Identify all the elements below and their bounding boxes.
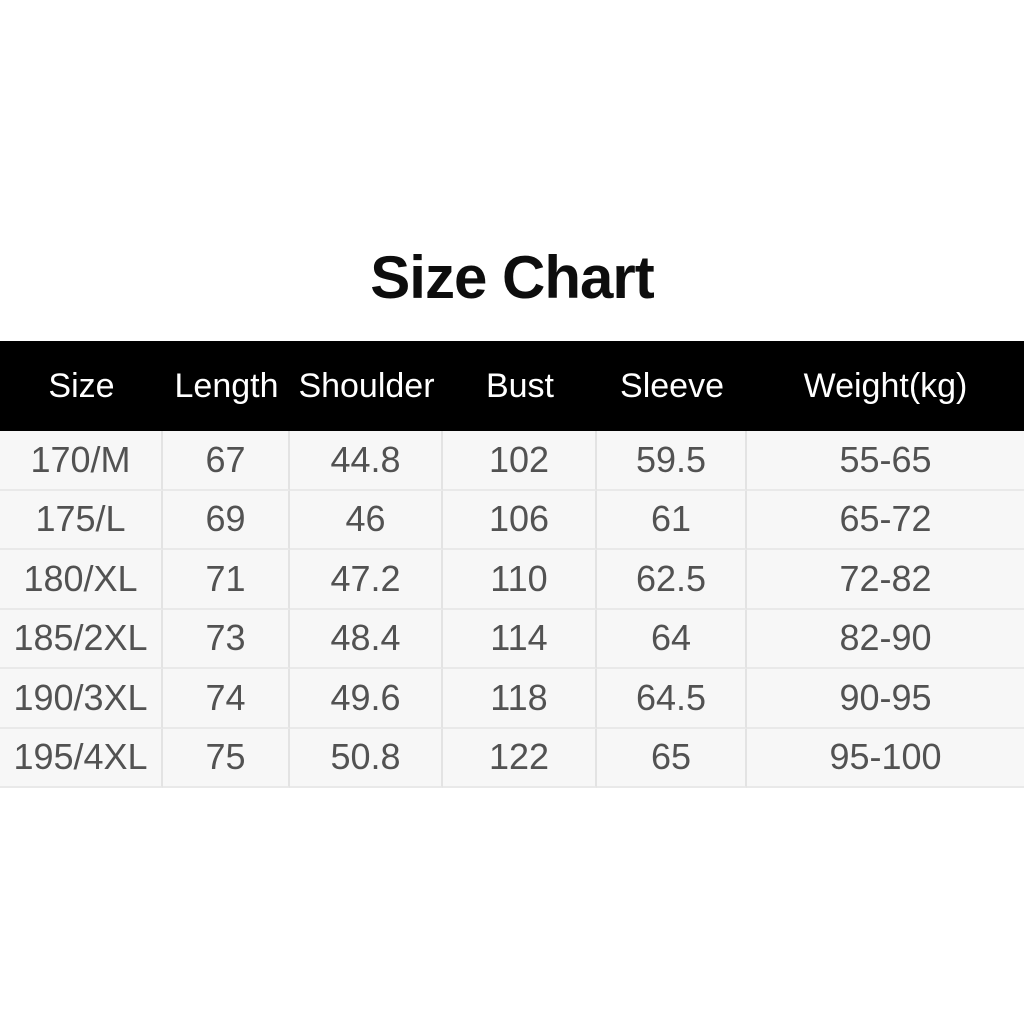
table-cell-shoulder: 49.6 bbox=[290, 669, 443, 729]
table-row: 175/L 69 46 106 61 65-72 bbox=[0, 490, 1024, 550]
header-cell-bust: Bust bbox=[443, 341, 597, 431]
table-cell-size: 175/L bbox=[0, 490, 163, 550]
table-row: 180/XL 71 47.2 110 62.5 72-82 bbox=[0, 550, 1024, 610]
table-cell-sleeve: 61 bbox=[597, 490, 747, 550]
table-cell-shoulder: 48.4 bbox=[290, 609, 443, 669]
table-header-row: Size Length Shoulder Bust Sleeve Weight(… bbox=[0, 341, 1024, 431]
table-cell-size: 185/2XL bbox=[0, 609, 163, 669]
table-cell-length: 75 bbox=[163, 728, 290, 788]
table-cell-size: 180/XL bbox=[0, 550, 163, 610]
table-cell-length: 73 bbox=[163, 609, 290, 669]
table-cell-weight: 90-95 bbox=[747, 669, 1024, 729]
size-chart-table: Size Length Shoulder Bust Sleeve Weight(… bbox=[0, 341, 1024, 788]
header-cell-shoulder: Shoulder bbox=[290, 341, 443, 431]
table-cell-sleeve: 59.5 bbox=[597, 431, 747, 491]
table-row: 190/3XL 74 49.6 118 64.5 90-95 bbox=[0, 669, 1024, 729]
table-cell-sleeve: 65 bbox=[597, 728, 747, 788]
table-cell-sleeve: 64.5 bbox=[597, 669, 747, 729]
table-cell-sleeve: 64 bbox=[597, 609, 747, 669]
table-cell-shoulder: 50.8 bbox=[290, 728, 443, 788]
table-cell-bust: 118 bbox=[443, 669, 597, 729]
header-cell-length: Length bbox=[163, 341, 290, 431]
table-cell-length: 74 bbox=[163, 669, 290, 729]
table-cell-shoulder: 47.2 bbox=[290, 550, 443, 610]
header-cell-weight: Weight(kg) bbox=[747, 341, 1024, 431]
table-row: 195/4XL 75 50.8 122 65 95-100 bbox=[0, 728, 1024, 788]
table-cell-shoulder: 44.8 bbox=[290, 431, 443, 491]
table-cell-bust: 114 bbox=[443, 609, 597, 669]
table-cell-bust: 110 bbox=[443, 550, 597, 610]
table-cell-shoulder: 46 bbox=[290, 490, 443, 550]
table-cell-sleeve: 62.5 bbox=[597, 550, 747, 610]
table-cell-size: 170/M bbox=[0, 431, 163, 491]
table-cell-size: 195/4XL bbox=[0, 728, 163, 788]
table-row: 185/2XL 73 48.4 114 64 82-90 bbox=[0, 609, 1024, 669]
table-cell-weight: 55-65 bbox=[747, 431, 1024, 491]
header-cell-sleeve: Sleeve bbox=[597, 341, 747, 431]
table-cell-weight: 95-100 bbox=[747, 728, 1024, 788]
table-cell-length: 71 bbox=[163, 550, 290, 610]
table-cell-bust: 102 bbox=[443, 431, 597, 491]
table-cell-weight: 82-90 bbox=[747, 609, 1024, 669]
table-row: 170/M 67 44.8 102 59.5 55-65 bbox=[0, 431, 1024, 491]
table-cell-length: 67 bbox=[163, 431, 290, 491]
table-cell-size: 190/3XL bbox=[0, 669, 163, 729]
table-cell-weight: 72-82 bbox=[747, 550, 1024, 610]
table-cell-length: 69 bbox=[163, 490, 290, 550]
page-title: Size Chart bbox=[370, 244, 654, 311]
table-cell-weight: 65-72 bbox=[747, 490, 1024, 550]
header-cell-size: Size bbox=[0, 341, 163, 431]
table-cell-bust: 122 bbox=[443, 728, 597, 788]
table-cell-bust: 106 bbox=[443, 490, 597, 550]
